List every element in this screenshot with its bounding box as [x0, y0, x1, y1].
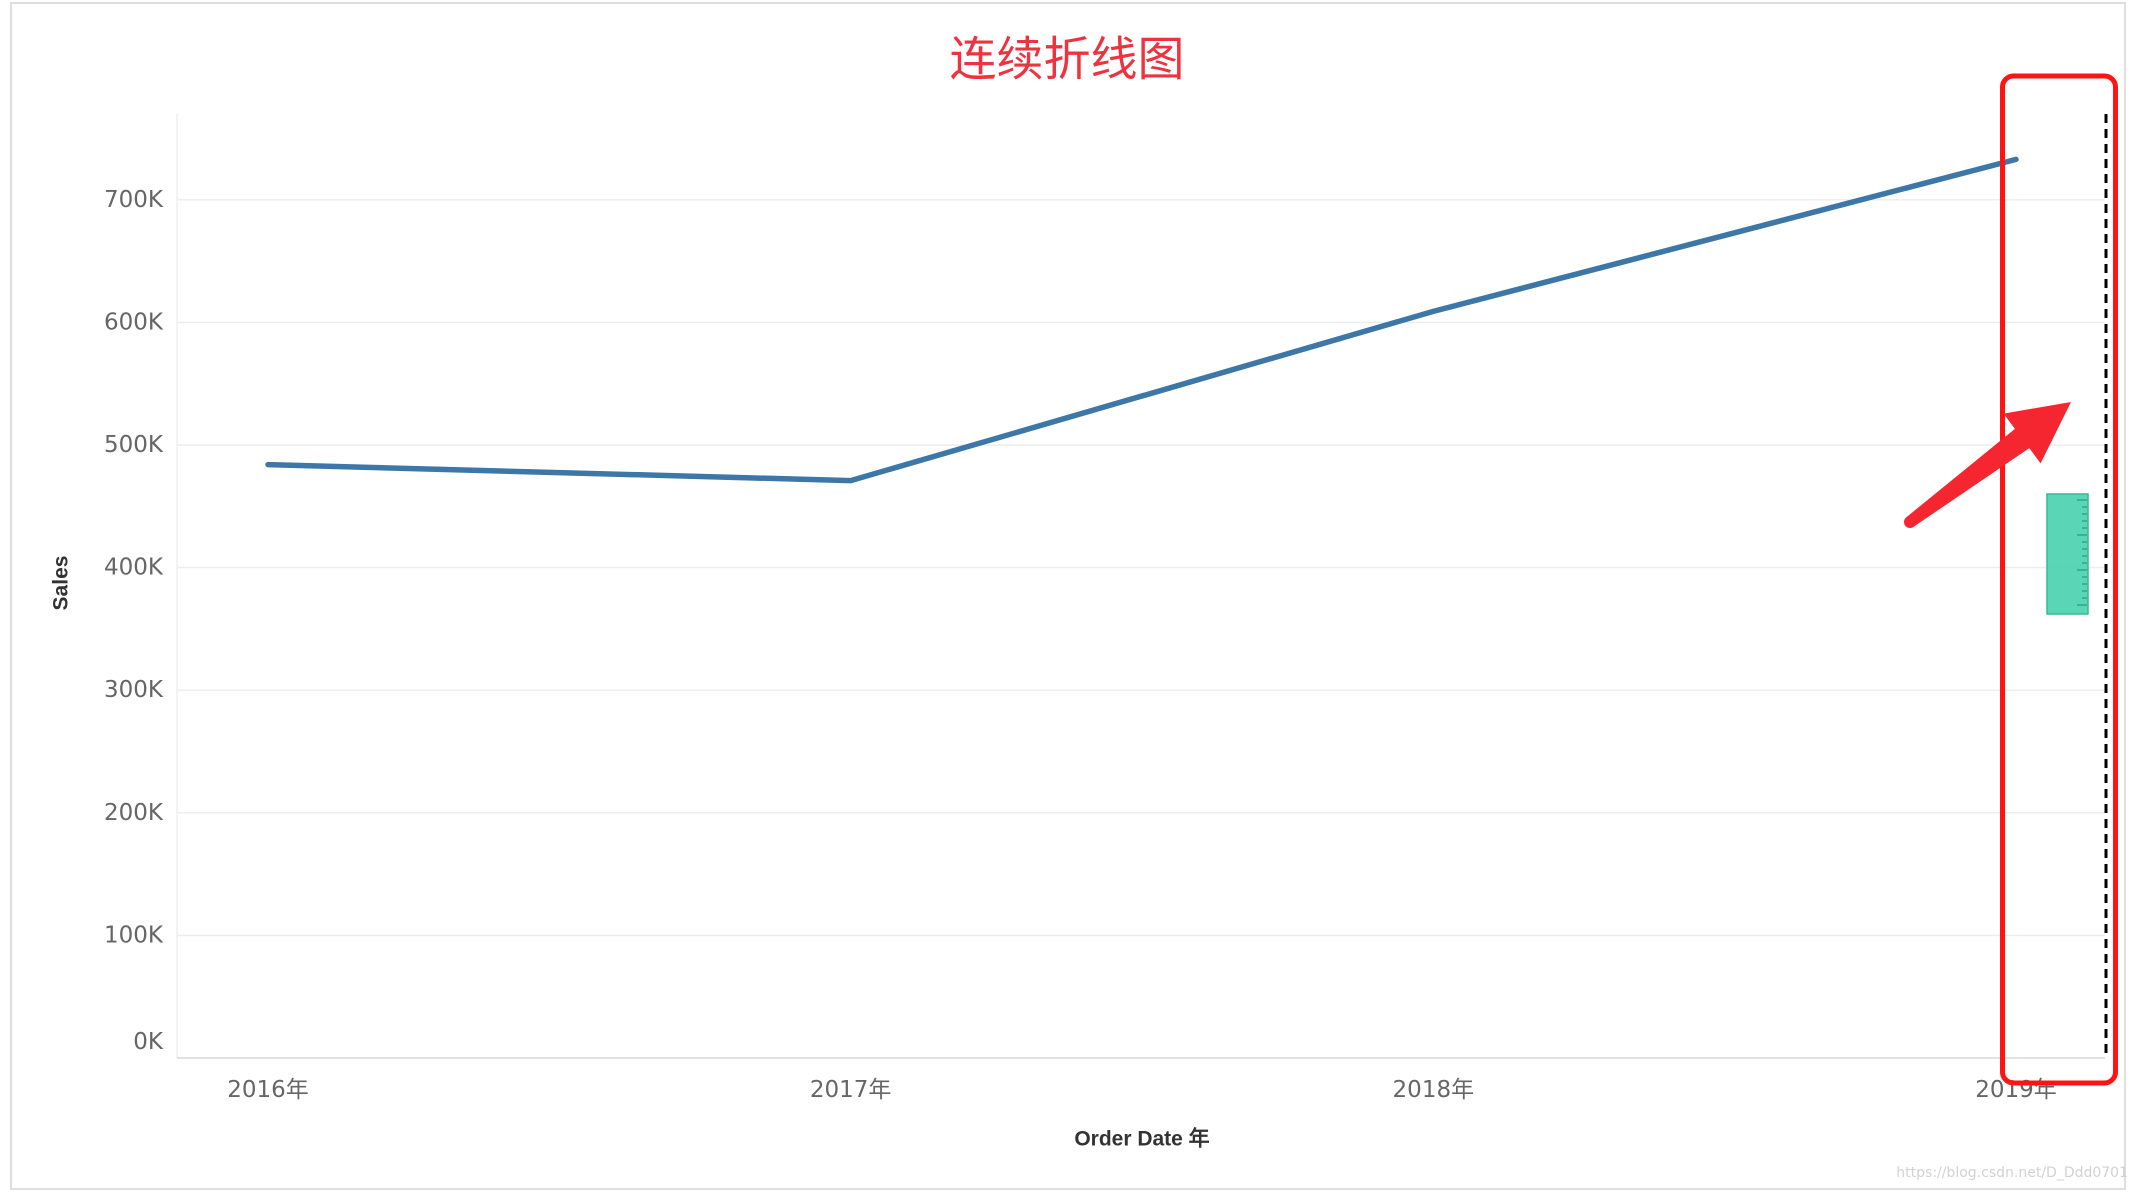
y-tick-label: 0K [133, 1029, 164, 1055]
y-tick-label: 700K [104, 187, 164, 213]
ruler-body [2046, 493, 2089, 615]
x-tick-label: 2017年 [810, 1077, 892, 1103]
y-tick-label: 600K [104, 309, 164, 335]
chart-frame [10, 2, 2126, 1190]
arrow-shape [1906, 402, 2071, 527]
ruler-icon [2046, 493, 2089, 615]
y-tick-label: 400K [104, 555, 164, 581]
x-tick-label: 2016年 [227, 1077, 309, 1103]
sales-line [265, 156, 2019, 484]
y-axis-ticks: 0K 100K 200K 300K 400K 500K 600K 700K [104, 187, 164, 1055]
y-tick-label: 500K [104, 432, 164, 458]
y-tick-label: 100K [104, 922, 164, 948]
highlight-box [2000, 73, 2118, 1086]
x-tick-label: 2018年 [1393, 1077, 1475, 1103]
arrow-icon [1904, 402, 2071, 528]
watermark: https://blog.csdn.net/D_Ddd0701 [1896, 1165, 2128, 1181]
chart-title: 连续折线图 [950, 33, 1185, 88]
series-lines [265, 156, 2019, 484]
y-tick-label: 300K [104, 677, 164, 703]
arrow-tail [1904, 516, 1916, 528]
x-axis-title: Order Date 年 [1074, 1127, 1209, 1151]
y-axis-title: Sales [50, 556, 73, 611]
y-tick-label: 200K [104, 800, 164, 826]
